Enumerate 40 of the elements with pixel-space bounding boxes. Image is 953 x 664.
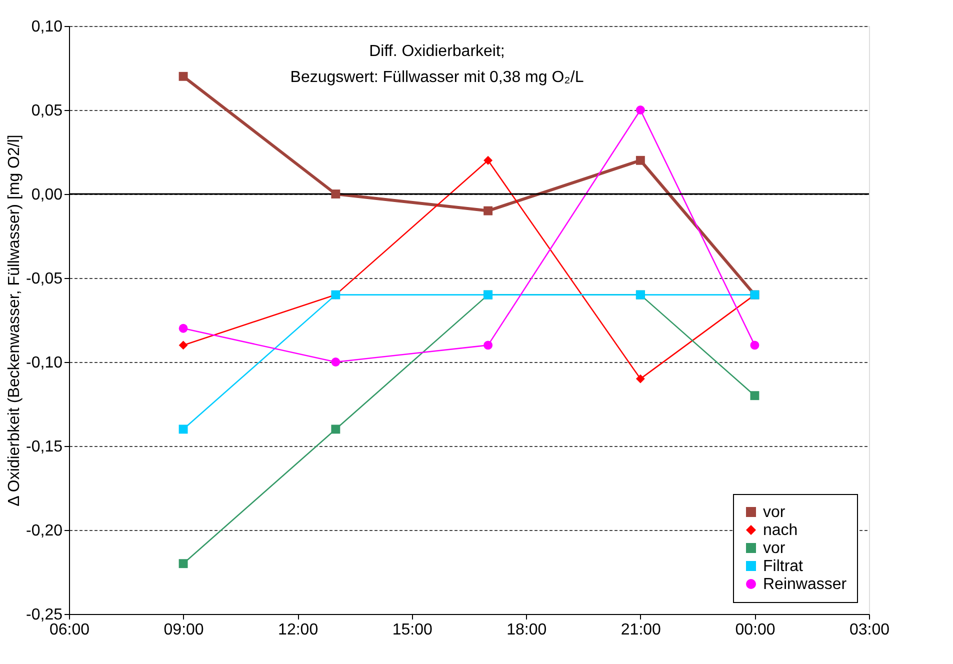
point xyxy=(636,374,645,384)
x-tick-label: 09:00 xyxy=(164,622,204,638)
legend-label: vor xyxy=(763,540,786,557)
y-tick-label: -0,25 xyxy=(26,606,63,624)
x-tick-label: 21:00 xyxy=(620,622,662,638)
point xyxy=(484,340,493,350)
legend-label: Reinwasser xyxy=(763,576,848,593)
legend-label: vor xyxy=(763,504,786,521)
point xyxy=(178,72,188,81)
point xyxy=(636,156,645,165)
x-tick-label: 18:00 xyxy=(506,622,547,638)
annotation: Diff. Oxidierbarkeit; xyxy=(369,43,505,60)
point xyxy=(331,424,340,434)
annotation: Bezugswert: Füllwasser mit 0,38 mg O₂/L xyxy=(290,69,584,86)
x-tick-label: 00:00 xyxy=(735,622,776,638)
y-tick-label: 0,10 xyxy=(31,18,63,36)
legend-label: nach xyxy=(763,522,798,539)
point xyxy=(178,559,188,568)
point xyxy=(636,106,645,114)
point xyxy=(331,358,340,366)
point xyxy=(750,340,760,350)
point xyxy=(484,156,493,165)
point xyxy=(484,206,493,216)
legend-label: Filtrat xyxy=(763,558,804,575)
y-tick-label: 0,00 xyxy=(31,186,63,204)
y-tick-label: 0,05 xyxy=(31,102,63,120)
point xyxy=(178,324,188,333)
point xyxy=(178,340,188,350)
x-tick-label: 03:00 xyxy=(849,622,890,638)
x-tick-label: 15:00 xyxy=(392,622,432,638)
y-tick-label: -0,15 xyxy=(26,438,63,456)
y-tick-label: -0,10 xyxy=(26,354,63,372)
y-axis-title: Δ Oxidierbkeit (Beckenwasser, Füllwasser) [mg O2/l] xyxy=(6,134,24,506)
y-tick-label: -0,20 xyxy=(26,522,63,540)
x-tick-label: 12:00 xyxy=(278,622,318,638)
point xyxy=(178,424,188,434)
y-tick-label: -0,05 xyxy=(26,270,63,288)
x-tick-label: 06:00 xyxy=(49,622,90,638)
point xyxy=(750,391,760,400)
point xyxy=(331,190,340,198)
